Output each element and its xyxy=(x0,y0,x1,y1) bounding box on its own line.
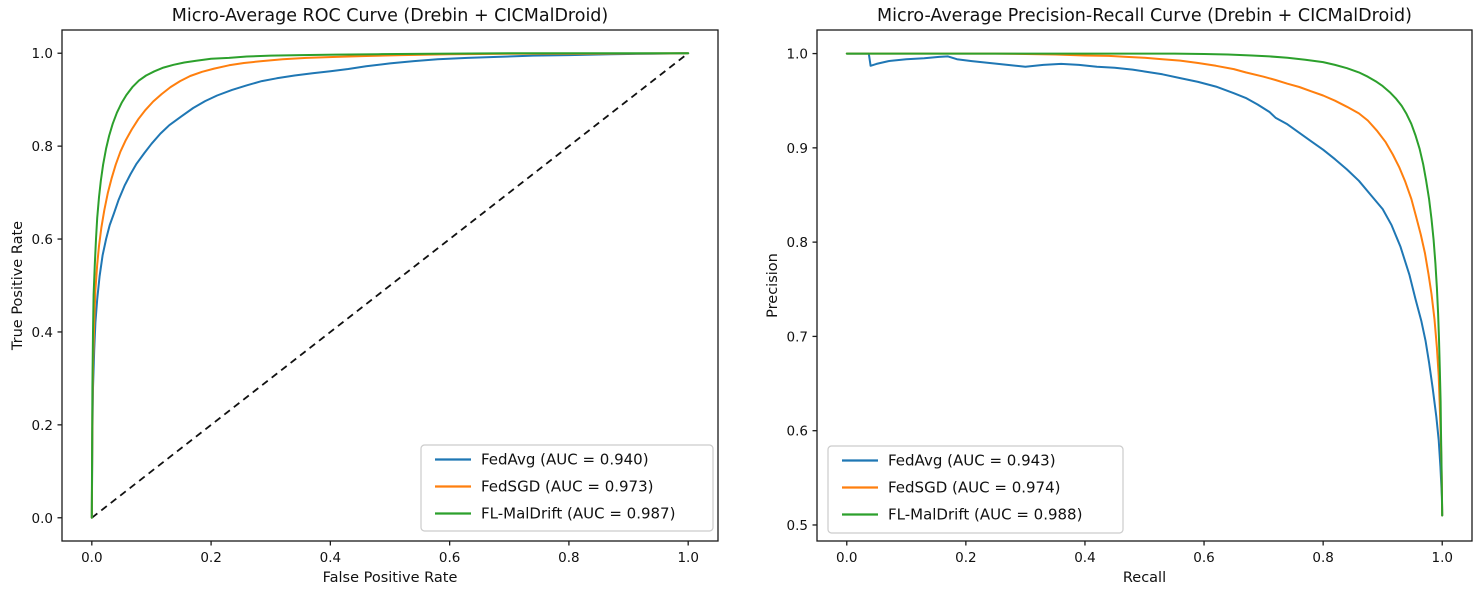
x-tick-label: 0.0 xyxy=(836,550,857,566)
pr-series-line-2 xyxy=(845,52,1444,517)
x-tick-label: 1.0 xyxy=(1431,550,1452,566)
y-tick-label: 0.0 xyxy=(32,511,53,527)
y-tick-label: 0.6 xyxy=(32,232,53,248)
y-tick-label: 1.0 xyxy=(787,47,808,63)
x-tick-label: 0.2 xyxy=(200,550,221,566)
y-tick-label: 0.5 xyxy=(787,518,808,534)
pr-series-line-1 xyxy=(845,52,1444,517)
y-tick-label: 0.2 xyxy=(32,418,53,434)
pr-chart: 0.0 0.2 0.4 0.6 0.8 1.0 0.5 0.6 0.7 0.8 0.9 1.0 Micr… xyxy=(765,6,1473,586)
y-tick-label: 0.6 xyxy=(787,424,808,440)
x-tick-label: 0.2 xyxy=(955,550,976,566)
x-tick-label: 1.0 xyxy=(677,550,698,566)
pr-legend-label-2: FL-MalDrift (AUC = 0.988) xyxy=(888,506,1082,524)
roc-chart: 0.0 0.2 0.4 0.6 0.8 1.0 0.0 0.2 0.4 0.6 0.8 1.0 Micr… xyxy=(10,6,719,586)
roc-x-axis-label: False Positive Rate xyxy=(323,570,458,586)
roc-series-line-1 xyxy=(90,52,690,519)
roc-chart-title: Micro-Average ROC Curve (Drebin + CICMal… xyxy=(172,6,609,26)
pr-legend-box xyxy=(827,445,1124,534)
pr-y-axis: 0.5 0.6 0.7 0.8 0.9 1.0 xyxy=(787,47,817,534)
x-tick-label: 0.6 xyxy=(439,550,460,566)
pr-series-line-0 xyxy=(845,52,1444,517)
roc-x-axis: 0.0 0.2 0.4 0.6 0.8 1.0 xyxy=(81,541,699,566)
y-tick-label: 0.8 xyxy=(787,235,808,251)
x-tick-label: 0.4 xyxy=(320,550,341,566)
roc-plot-frame xyxy=(61,29,719,542)
roc-legend: FedAvg (AUC = 0.940) FedSGD (AUC = 0.973)… xyxy=(420,444,714,532)
roc-y-axis-label: True Positive Rate xyxy=(10,221,26,351)
roc-series-line-2 xyxy=(90,52,690,519)
pr-legend-label-1: FedSGD (AUC = 0.974) xyxy=(888,479,1061,497)
pr-y-axis-label: Precision xyxy=(765,253,781,318)
x-tick-label: 0.6 xyxy=(1193,550,1214,566)
pr-legend: FedAvg (AUC = 0.943) FedSGD (AUC = 0.974)… xyxy=(827,445,1124,534)
x-tick-label: 0.0 xyxy=(81,550,102,566)
y-tick-label: 0.8 xyxy=(32,139,53,155)
y-tick-label: 1.0 xyxy=(32,46,53,62)
pr-x-axis: 0.0 0.2 0.4 0.6 0.8 1.0 xyxy=(836,541,1453,566)
roc-legend-label-0: FedAvg (AUC = 0.940) xyxy=(481,451,649,469)
roc-series-line-0 xyxy=(90,52,690,519)
roc-legend-label-1: FedSGD (AUC = 0.973) xyxy=(481,478,654,496)
roc-legend-label-2: FL-MalDrift (AUC = 0.987) xyxy=(481,505,675,523)
pr-legend-label-0: FedAvg (AUC = 0.943) xyxy=(888,452,1056,470)
y-tick-label: 0.9 xyxy=(787,141,808,157)
pr-chart-title: Micro-Average Precision-Recall Curve (Dr… xyxy=(877,6,1412,26)
roc-legend-box xyxy=(420,444,714,532)
pr-plot-frame xyxy=(816,29,1473,542)
y-tick-label: 0.4 xyxy=(32,325,53,341)
roc-chance-diagonal xyxy=(91,52,689,519)
pr-x-axis-label: Recall xyxy=(1123,570,1166,586)
x-tick-label: 0.4 xyxy=(1074,550,1095,566)
x-tick-label: 0.8 xyxy=(558,550,579,566)
roc-y-axis: 0.0 0.2 0.4 0.6 0.8 1.0 xyxy=(32,46,62,527)
y-tick-label: 0.7 xyxy=(787,329,808,345)
x-tick-label: 0.8 xyxy=(1312,550,1333,566)
